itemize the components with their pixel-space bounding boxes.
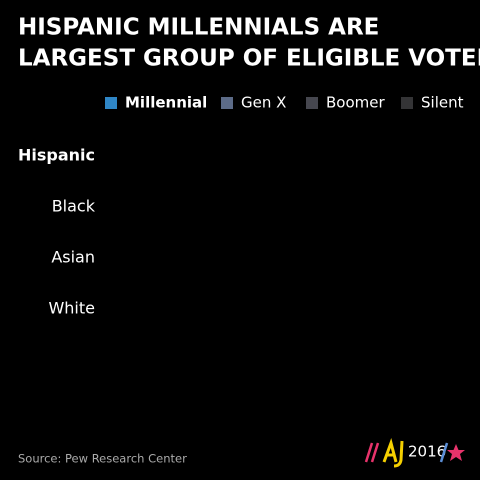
logo: 2016 xyxy=(364,438,465,468)
category-label: Hispanic xyxy=(18,146,95,165)
legend-swatch xyxy=(221,97,233,109)
category-label: Asian xyxy=(51,248,95,267)
brand: 2016 xyxy=(408,443,446,461)
legend-swatch xyxy=(306,97,318,109)
legend-label: Millennial xyxy=(125,94,207,112)
source: Source: Pew Research Center xyxy=(18,452,187,466)
chart-title: LARGEST GROUP OF ELIGIBLE VOTERS xyxy=(18,46,480,72)
chart-title: HISPANIC MILLENNIALS ARE xyxy=(18,15,379,41)
category-label: Black xyxy=(52,197,96,216)
legend-swatch xyxy=(401,97,413,109)
legend-label: Silent xyxy=(421,94,464,112)
legend-label: Boomer xyxy=(326,94,385,112)
legend-label: Gen X xyxy=(241,94,286,112)
legend-swatch xyxy=(105,97,117,109)
category-label: White xyxy=(48,299,95,318)
